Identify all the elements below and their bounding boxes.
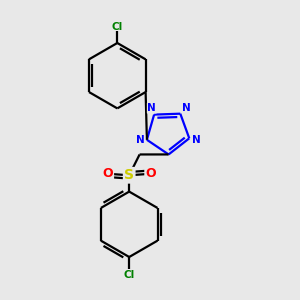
- Text: Cl: Cl: [124, 270, 135, 280]
- Text: O: O: [103, 167, 113, 180]
- Text: S: S: [124, 168, 134, 182]
- Text: N: N: [136, 135, 145, 145]
- Text: N: N: [192, 135, 201, 145]
- Text: Cl: Cl: [112, 22, 123, 32]
- Text: O: O: [145, 167, 156, 180]
- Text: N: N: [147, 103, 156, 113]
- Text: N: N: [182, 103, 191, 113]
